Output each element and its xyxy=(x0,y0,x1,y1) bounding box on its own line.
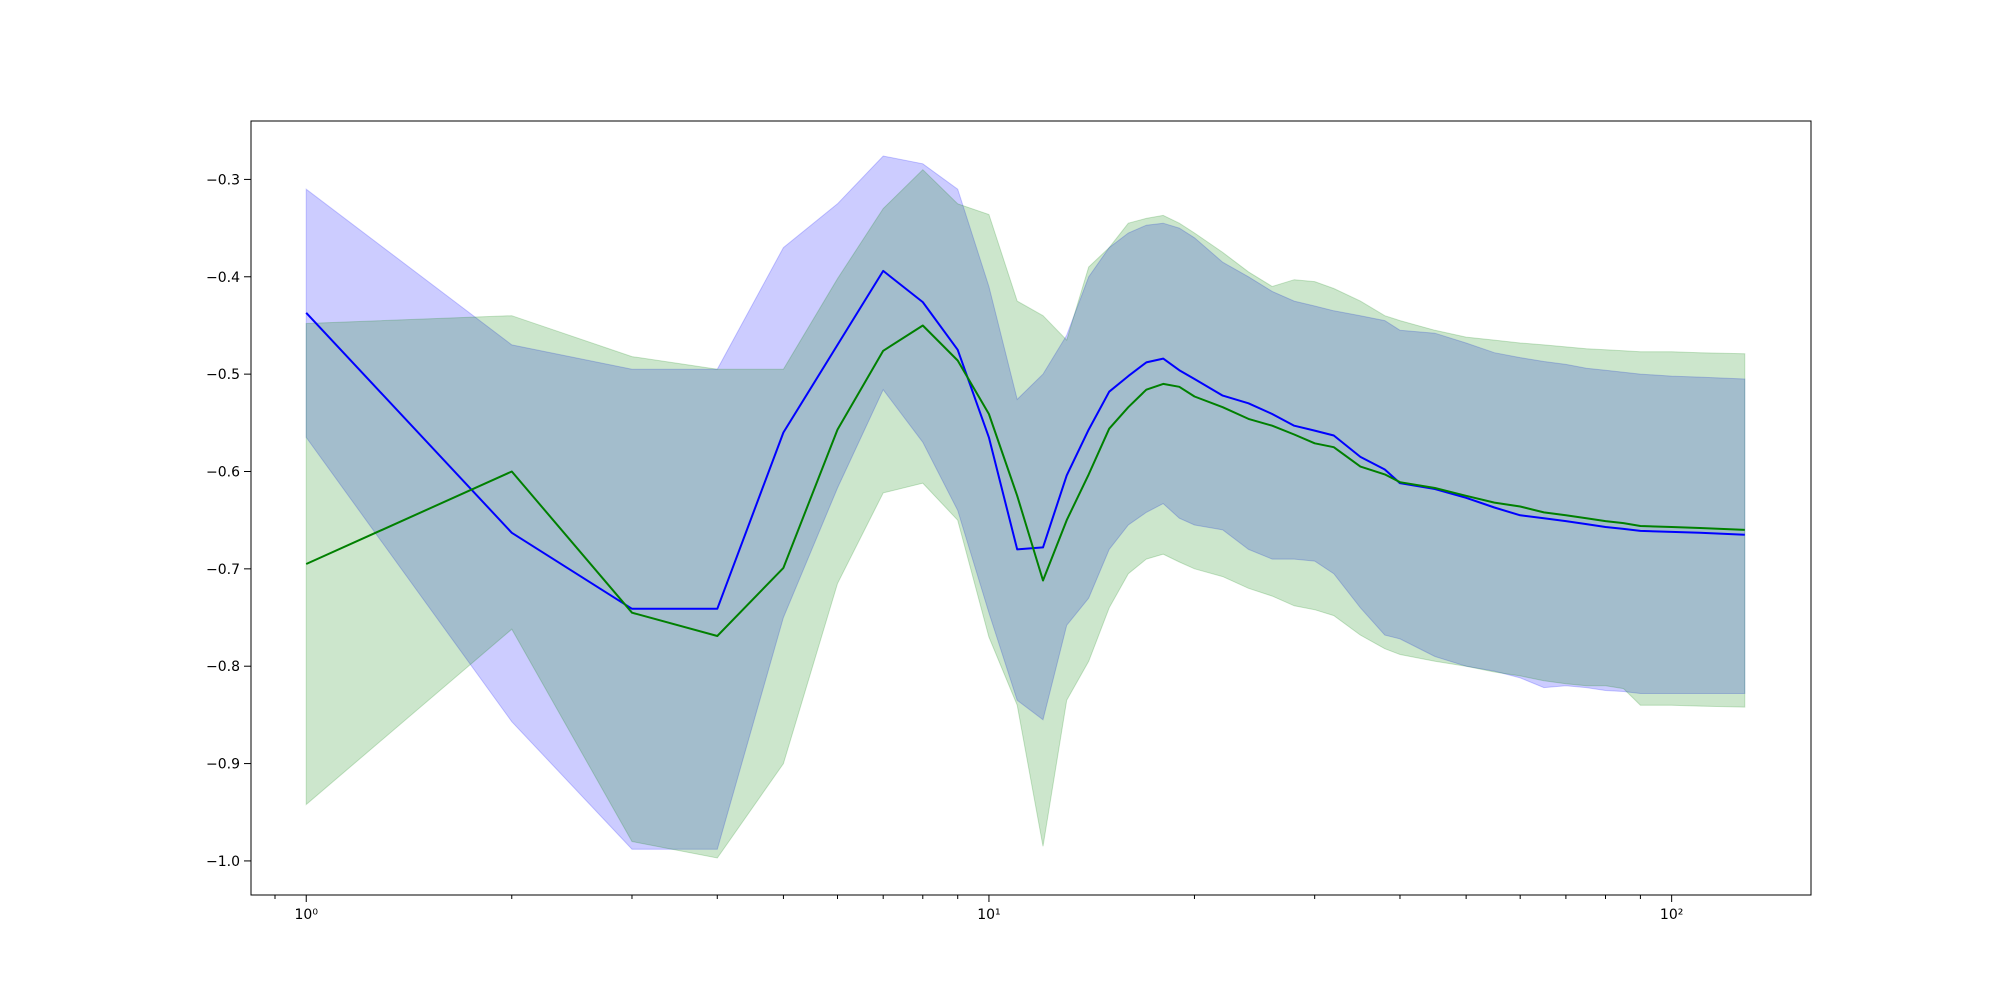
y-tick-label: −0.3 xyxy=(206,172,240,188)
y-tick-label: −0.5 xyxy=(206,367,240,383)
series-1-line xyxy=(305,269,1745,610)
series-2-band xyxy=(305,169,1746,859)
x-axis: 10⁰ 10¹ 10² xyxy=(274,895,1683,923)
x-tick-label: 10² xyxy=(1660,907,1683,923)
x-tick-label: 10⁰ xyxy=(295,907,319,923)
y-tick-label: −0.8 xyxy=(206,659,240,675)
y-tick-label: −0.4 xyxy=(206,270,240,286)
x-tick-label: 10¹ xyxy=(977,907,1000,923)
confidence-bands xyxy=(305,155,1746,859)
y-tick-label: −1.0 xyxy=(206,854,240,870)
y-axis: −0.3 −0.4 −0.5 −0.6 −0.7 −0.8 −0.9 −1.0 xyxy=(206,172,251,870)
series-1-band xyxy=(305,155,1746,850)
series-lines xyxy=(305,269,1745,637)
plot-frame xyxy=(250,120,1812,896)
series-2-line xyxy=(305,324,1745,637)
y-tick-label: −0.6 xyxy=(206,464,240,480)
y-tick-label: −0.7 xyxy=(206,562,240,578)
y-tick-label: −0.9 xyxy=(206,757,240,773)
